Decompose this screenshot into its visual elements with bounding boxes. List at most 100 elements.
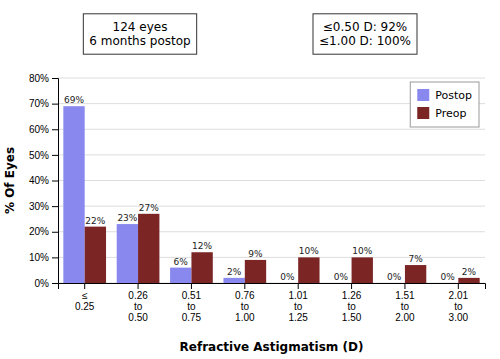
x-tick-label-line: to xyxy=(134,301,143,312)
legend-label: Preop xyxy=(435,107,466,120)
y-tick: 0% xyxy=(35,278,58,289)
data-label: 0% xyxy=(280,272,295,282)
x-tick: 0.26to0.50 xyxy=(128,283,148,323)
x-tick: 0.51to0.75 xyxy=(182,283,202,323)
y-tick-label: 80% xyxy=(29,73,49,84)
data-label: 6% xyxy=(174,257,189,267)
legend: Postop Preop xyxy=(410,82,479,127)
x-tick: 2.01to3.00 xyxy=(449,283,469,323)
bar xyxy=(63,106,84,283)
x-tick-label: 0.51to0.75 xyxy=(182,290,202,323)
data-label: 7% xyxy=(408,254,423,264)
annotation-line: 124 eyes xyxy=(113,20,168,34)
y-tick-mark xyxy=(52,104,58,105)
x-tick: 1.26to1.50 xyxy=(342,283,362,323)
bar xyxy=(223,278,244,283)
x-tick-label-line: ≤ xyxy=(82,290,88,301)
y-tick-mark xyxy=(52,206,58,207)
bar xyxy=(277,283,298,284)
x-tick: ≤0.25 xyxy=(75,283,95,312)
bar xyxy=(245,260,266,283)
annotation: ≤0.50 D: 92%≤1.00 D: 100% xyxy=(313,14,417,54)
y-axis: 0% 10% 20% 30% 40% 50% 60% 70% 80% xyxy=(29,73,59,289)
y-axis-line xyxy=(52,79,59,284)
x-axis-line xyxy=(59,284,486,290)
data-label: 2% xyxy=(227,267,242,277)
legend-item: Preop xyxy=(417,107,466,120)
x-tick-label-line: 2.01 xyxy=(449,290,469,301)
x-tick-label-line: to xyxy=(454,301,463,312)
x-tick-mark xyxy=(351,283,352,289)
y-tick: 10% xyxy=(29,252,58,263)
y-tick-mark xyxy=(52,129,58,130)
y-tick-label: 30% xyxy=(29,201,49,212)
x-tick-label-line: 1.26 xyxy=(342,290,362,301)
x-tick-label-line: 0.76 xyxy=(235,290,255,301)
x-tick-label-line: to xyxy=(401,301,410,312)
x-tick-label-line: 1.51 xyxy=(395,290,415,301)
x-tick-label: 0.26to0.50 xyxy=(128,290,148,323)
x-tick-label: 0.76to1.00 xyxy=(235,290,255,323)
grid-line xyxy=(58,180,485,181)
data-label: 9% xyxy=(248,249,263,259)
bar xyxy=(191,252,212,283)
x-tick-label-line: to xyxy=(241,301,250,312)
y-tick-label: 40% xyxy=(29,175,49,186)
x-tick-label: 1.26to1.50 xyxy=(342,290,362,323)
y-tick-label: 10% xyxy=(29,252,49,263)
data-label: 27% xyxy=(139,203,159,213)
y-tick-mark xyxy=(52,155,58,156)
x-tick-mark xyxy=(298,283,299,289)
bar xyxy=(405,265,426,283)
bar xyxy=(330,283,351,284)
y-tick-label: 20% xyxy=(29,226,49,237)
x-tick-label-line: 1.00 xyxy=(235,312,255,323)
x-axis-title: Refractive Astigmatism (D) xyxy=(180,340,364,354)
y-tick-label: 0% xyxy=(35,278,50,289)
bar xyxy=(138,214,159,283)
y-tick-label: 60% xyxy=(29,124,49,135)
y-tick-label: 50% xyxy=(29,150,49,161)
annotation: 124 eyes6 months postop xyxy=(83,14,196,54)
x-tick-label-line: 1.25 xyxy=(288,312,308,323)
legend-swatch xyxy=(417,107,429,119)
grid-line xyxy=(58,154,485,155)
x-tick: 1.01to1.25 xyxy=(288,283,308,323)
y-tick: 40% xyxy=(29,175,58,186)
annotation-box xyxy=(313,14,417,54)
x-tick-label-line: 0.75 xyxy=(182,312,202,323)
legend-item: Postop xyxy=(417,89,472,102)
x-tick-label: ≤0.25 xyxy=(75,290,95,312)
legend-box xyxy=(410,82,479,127)
bar xyxy=(85,227,106,283)
annotation-text: 124 eyes6 months postop xyxy=(89,20,190,48)
y-tick: 50% xyxy=(29,150,58,161)
data-label: 12% xyxy=(192,241,212,251)
annotation-line: 6 months postop xyxy=(89,34,190,48)
x-tick-label-line: 0.51 xyxy=(182,290,202,301)
x-tick-mark xyxy=(191,283,192,289)
y-tick-label: 70% xyxy=(29,98,49,109)
y-tick: 20% xyxy=(29,226,58,237)
bars xyxy=(63,106,479,283)
bar xyxy=(437,283,458,284)
y-tick: 80% xyxy=(29,73,58,84)
bar xyxy=(384,283,405,284)
x-tick-label-line: 0.50 xyxy=(128,312,148,323)
annotation-line: ≤1.00 D: 100% xyxy=(319,34,411,48)
chart: 0% 10% 20% 30% 40% 50% 60% 70% 80% ≤0.25 0.26to0.5… xyxy=(0,0,500,359)
annotation-box xyxy=(83,14,196,54)
data-label: 2% xyxy=(462,267,477,277)
x-tick-label-line: 1.50 xyxy=(342,312,362,323)
grid-line xyxy=(58,206,485,207)
legend-swatch xyxy=(417,89,429,101)
data-label: 10% xyxy=(299,246,319,256)
x-tick-label-line: 0.25 xyxy=(75,301,95,312)
bar xyxy=(170,268,191,283)
x-axis: ≤0.250.26to0.500.51to0.750.76to1.001.01t… xyxy=(59,283,486,323)
grid-line xyxy=(58,129,485,130)
x-tick-label-line: to xyxy=(347,301,356,312)
y-tick: 60% xyxy=(29,124,58,135)
x-tick-label-line: 1.01 xyxy=(288,290,308,301)
data-label: 23% xyxy=(117,213,137,223)
